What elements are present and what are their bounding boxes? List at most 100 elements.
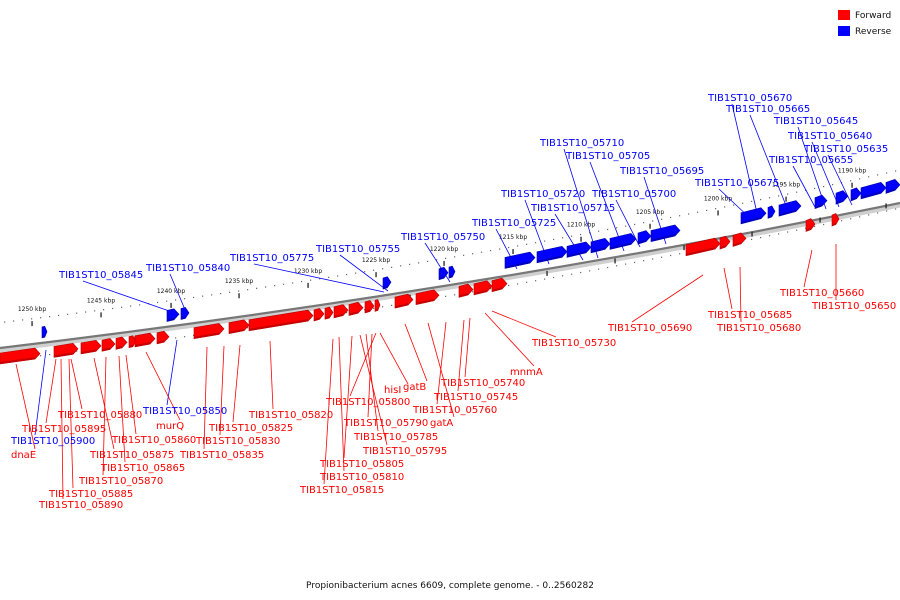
leader-line	[70, 358, 83, 410]
gene-shade	[81, 349, 96, 354]
track-dot	[814, 187, 816, 190]
track-dot	[661, 218, 663, 220]
track-dot	[544, 278, 546, 280]
gene-label: TIB1ST10_05900	[10, 436, 95, 447]
track-dot	[49, 354, 51, 356]
track-dot	[670, 254, 672, 257]
gene-label: TIB1ST10_05830	[195, 436, 280, 447]
track-dot	[184, 336, 186, 338]
track-dot	[598, 230, 600, 232]
track-dot	[859, 178, 861, 180]
track-dot	[382, 306, 384, 308]
gene-label: TIB1ST10_05665	[725, 104, 810, 115]
track-dot	[103, 309, 105, 311]
leader-line	[269, 340, 274, 410]
track-dot	[337, 275, 339, 277]
gene-features	[0, 178, 900, 365]
gene-label: TIB1ST10_05635	[803, 144, 888, 155]
leader-line	[169, 273, 187, 313]
gene-label: TIB1ST10_05820	[248, 410, 333, 421]
track-dot	[166, 300, 168, 302]
track-dot	[652, 258, 654, 260]
track-dot	[742, 202, 744, 204]
genome-backbone	[0, 201, 900, 350]
track-dot	[850, 180, 852, 182]
track-dot	[589, 270, 591, 272]
leader-line	[68, 358, 74, 489]
track-dot	[733, 204, 735, 206]
tick-mark	[717, 210, 719, 216]
track-dot	[76, 350, 78, 352]
track-dot	[301, 280, 303, 283]
gene-label: murQ	[156, 421, 184, 432]
leader-line	[379, 332, 409, 385]
track-dot	[886, 210, 888, 212]
gene-label: TIB1ST10_05775	[229, 253, 314, 264]
leader-line	[145, 351, 181, 421]
tick-label: 1190 kbp	[838, 168, 866, 175]
leader-line	[93, 357, 115, 450]
gene-shade	[806, 227, 811, 232]
gene-label: TIB1ST10_05715	[530, 203, 615, 214]
gene-shade	[567, 250, 586, 258]
track-dot	[805, 227, 807, 229]
track-dot	[427, 260, 429, 262]
gene-shade	[505, 261, 530, 269]
tick-label: 1220 kbp	[430, 246, 458, 253]
gene-shade	[832, 222, 836, 227]
track-dot	[526, 243, 528, 245]
gene-shade	[537, 255, 562, 263]
gene-shade	[395, 303, 408, 309]
tick-label: 1240 kbp	[157, 288, 185, 295]
leader-line	[15, 363, 36, 450]
gene-label: TIB1ST10_05865	[100, 463, 185, 474]
track-dot	[517, 283, 519, 285]
track-dot	[643, 260, 645, 262]
track-dot	[715, 208, 717, 210]
gene-shade	[449, 275, 453, 279]
gene-shade	[102, 347, 110, 352]
gene-label: TIB1ST10_05810	[319, 472, 404, 483]
tick-mark	[751, 231, 753, 237]
tick-mark	[31, 321, 33, 327]
genome-caption: Propionibacterium acnes 6609, complete g…	[306, 581, 594, 591]
track-dot	[616, 265, 618, 267]
track-dot	[868, 176, 870, 178]
gene-shade	[167, 317, 174, 322]
leader-line	[803, 249, 813, 288]
gene-label: TIB1ST10_05680	[716, 323, 801, 334]
track-dot	[265, 286, 267, 288]
track-dot	[22, 319, 24, 321]
track-dot	[679, 253, 681, 255]
tick-label: 1235 kbp	[225, 278, 253, 285]
gene-label: TIB1ST10_05695	[619, 166, 704, 177]
gene-shade	[229, 328, 244, 334]
track-dot	[607, 266, 609, 269]
gene-label: TIB1ST10_05740	[440, 378, 525, 389]
track-dot	[13, 320, 15, 322]
tick-mark	[785, 196, 787, 202]
gene-label: TIB1ST10_05760	[412, 405, 497, 416]
track-dot	[247, 289, 249, 291]
track-dot	[868, 214, 870, 216]
gene-label: TIB1ST10_05655	[768, 155, 853, 166]
gene-shade	[492, 287, 502, 292]
track-dot	[418, 262, 420, 264]
gene-label: TIB1ST10_05890	[38, 500, 123, 511]
gene-label: TIB1ST10_05640	[787, 131, 872, 142]
gene-shade	[157, 340, 164, 344]
track-dot	[697, 211, 699, 213]
gene-shade	[610, 242, 631, 250]
track-dot	[787, 193, 789, 195]
track-dot	[121, 306, 123, 308]
track-dot	[139, 304, 141, 306]
tick-label: 1225 kbp	[362, 257, 390, 264]
gene-label: TIB1ST10_05690	[607, 323, 692, 334]
forward-gene[interactable]	[0, 347, 41, 365]
gene-label: TIB1ST10_05755	[315, 244, 400, 255]
gene-shade	[249, 319, 308, 331]
track-dot	[319, 278, 321, 280]
leader-line	[436, 321, 447, 405]
leader-line	[739, 266, 742, 323]
gene-shade	[686, 247, 715, 256]
